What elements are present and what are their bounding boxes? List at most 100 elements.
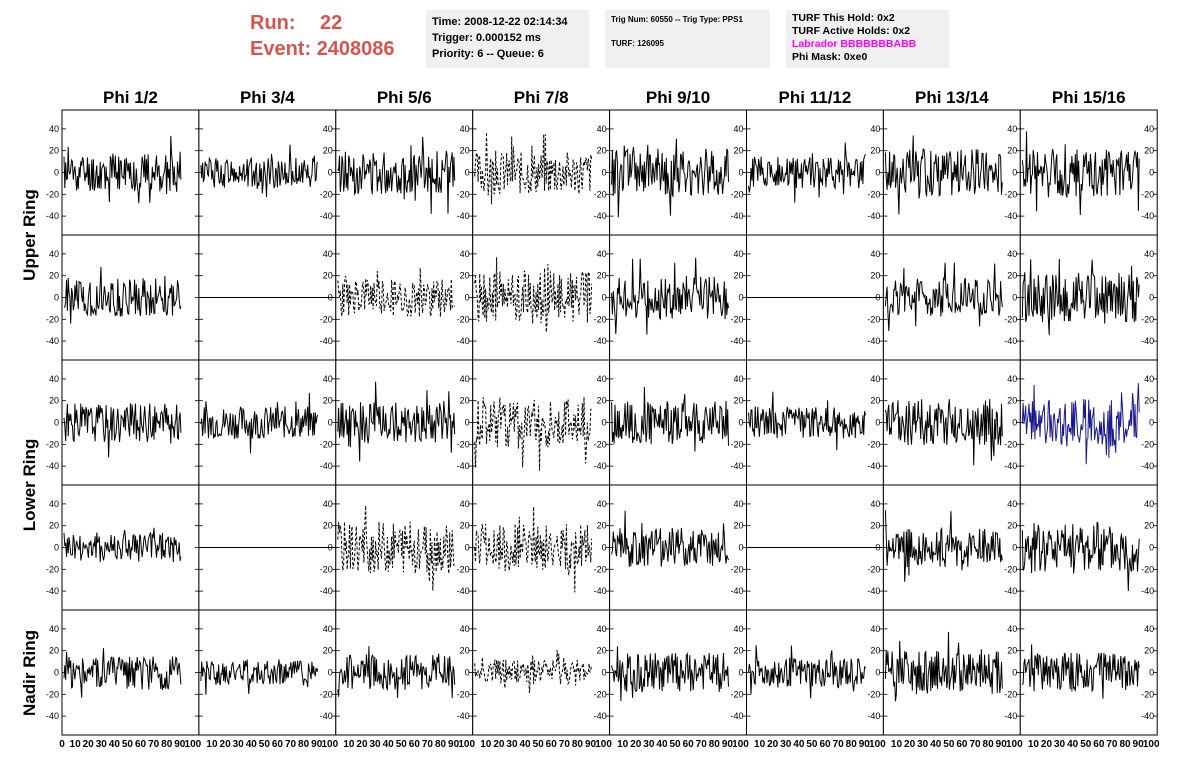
waveform-panel: 40 20 0 -20 -40 [1019,109,1158,236]
y-tick-label: 20 [1144,146,1154,156]
y-tick-label: 0 [875,668,880,678]
y-tick-label: 0 [602,168,607,178]
y-tick-label: -20 [320,189,333,199]
waveform-trace [337,505,456,591]
x-tick-label: 60 [1093,739,1105,750]
x-tick-label: 90 [1133,739,1145,750]
y-tick-label: 0 [54,418,59,428]
x-tick-label: 80 [298,739,310,750]
y-tick-label: -40 [320,711,333,721]
trig-num-text: Trig Num: 60550 -- Trig Type: PPS1 [611,15,743,24]
waveform-panel: 40 20 0 -20 -40 [609,484,747,611]
waveform-trace [474,649,593,693]
turf-text: TURF: 126095 [611,39,664,48]
x-tick-label: 70 [1106,739,1118,750]
y-tick-label: -40 [867,586,880,596]
panel-frame [472,359,611,486]
y-tick-label: 40 [597,249,607,259]
y-tick-label: 40 [1144,499,1154,509]
waveform-panel: 40 20 0 -20 -40 [609,109,747,236]
phi-column-header: Phi 11/12 [778,88,852,107]
x-tick-label: 40 [109,739,121,750]
x-tick-label: 10 [617,739,629,750]
y-tick-label: -20 [320,439,333,449]
y-tick-label: -40 [594,586,607,596]
y-tick-label: -40 [457,336,470,346]
x-tick-label: 80 [846,739,858,750]
y-tick-label: 20 [870,146,880,156]
y-tick-label: 0 [465,418,470,428]
waveform-trace [1021,258,1140,336]
y-tick-label: 20 [1144,271,1154,281]
y-tick-label: -40 [1141,211,1154,221]
x-tick-label: 30 [780,739,792,750]
time-info-pane: Time: 2008-12-22 02:14:34 Trigger: 0.000… [426,10,589,68]
y-tick-label: 20 [733,146,743,156]
y-tick-label: 0 [738,293,743,303]
waveform-panel: 40 20 0 -20 -40 [1019,484,1158,611]
y-tick-label: -40 [594,336,607,346]
y-tick-label: 0 [738,543,743,553]
y-tick-label: -40 [320,586,333,596]
y-tick-label: -40 [320,461,333,471]
waveform-trace [474,396,593,471]
y-tick-label: 40 [870,499,880,509]
waveform-panel: 40 20 0 -20 -40 [335,609,474,736]
waveform-trace [1021,131,1140,216]
y-tick-label: 0 [1012,668,1017,678]
y-tick-label: -20 [320,564,333,574]
waveform-panel: 40 20 0 -20 -40 [472,234,611,361]
y-tick-label: 0 [1149,543,1154,553]
y-tick-label: 20 [323,146,333,156]
y-tick-label: 0 [465,293,470,303]
y-tick-label: 0 [602,668,607,678]
y-tick-label: -20 [46,189,59,199]
y-tick-label: -20 [46,314,59,324]
waveform-panel: 40 20 0 -20 -40 [882,234,1021,361]
y-tick-label: -20 [1141,689,1154,699]
y-tick-label: 0 [54,543,59,553]
y-tick-label: 0 [1149,293,1154,303]
waveform-panel: 40 20 0 -20 -40 [882,484,1021,611]
waveform-trace [200,659,319,695]
waveform-panel: 40 20 0 -20 -40 [198,359,337,486]
waveform-trace [474,506,593,593]
panel-frame [472,109,611,236]
y-tick-label: -20 [867,564,880,574]
waveform-panel: 40 20 0 -20 -40 [46,609,200,736]
y-tick-label: 20 [460,396,470,406]
trig-info-pane: Trig Num: 60550 -- Trig Type: PPS1 TURF:… [605,10,770,68]
labrador-text: Labrador BBBBBBBABB [792,38,917,50]
y-tick-label: 20 [460,646,470,656]
y-tick-label: 0 [875,418,880,428]
x-tick-label: 60 [683,739,695,750]
x-tick-label: 20 [630,739,642,750]
y-tick-label: 0 [54,293,59,303]
x-tick-label: 90 [996,739,1008,750]
y-tick-label: 40 [1144,624,1154,634]
y-tick-label: 0 [1149,668,1154,678]
y-tick-label: 20 [1007,396,1017,406]
y-tick-label: 0 [465,668,470,678]
y-tick-label: 20 [323,271,333,281]
y-tick-label: 20 [1144,521,1154,531]
y-tick-label: 0 [54,668,59,678]
y-tick-label: 40 [870,124,880,134]
x-tick-label: 80 [983,739,995,750]
y-tick-label: -20 [594,439,607,449]
y-tick-label: -20 [1004,439,1017,449]
y-tick-label: -20 [730,689,743,699]
x-tick-label: 30 [370,739,382,750]
x-tick-label: 20 [220,739,232,750]
y-tick-label: 0 [1012,168,1017,178]
y-tick-label: 40 [1007,624,1017,634]
x-tick-label: 70 [833,739,845,750]
y-tick-label: 40 [49,499,59,509]
x-tick-label: 10 [70,739,82,750]
y-tick-label: -20 [867,439,880,449]
x-tick-label: 60 [409,739,421,750]
x-tick-label: 30 [96,739,108,750]
x-tick-label: 60 [135,739,147,750]
x-tick-label: 10 [343,739,355,750]
y-tick-label: 40 [1007,499,1017,509]
